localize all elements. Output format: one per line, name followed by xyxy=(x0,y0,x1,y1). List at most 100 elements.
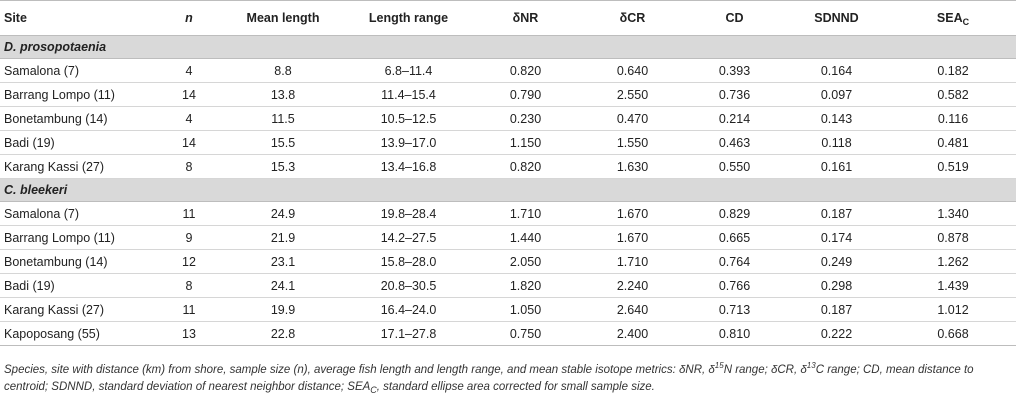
footnote-sup-13: 13 xyxy=(806,361,816,370)
cell-mean: 15.3 xyxy=(221,154,345,179)
cell-sdnnd: 0.143 xyxy=(783,106,890,131)
cell-dnr: 1.820 xyxy=(472,273,579,298)
cell-cd: 0.550 xyxy=(686,154,783,179)
cell-cd: 0.764 xyxy=(686,249,783,274)
cell-dnr: 0.820 xyxy=(472,58,579,83)
cell-sdnnd: 0.164 xyxy=(783,58,890,83)
cell-cd: 0.214 xyxy=(686,106,783,131)
cell-range: 10.5–12.5 xyxy=(345,106,472,131)
cell-dcr: 1.670 xyxy=(579,201,686,226)
header-sea-subscript: C xyxy=(962,17,970,27)
footnote-part-3: C range; CD, mean distance to centroid; … xyxy=(4,364,974,393)
table-row: Barrang Lompo (11) 9 21.9 14.2–27.5 1.440 1.6… xyxy=(0,225,1016,250)
species-group-row: D. prosopotaenia xyxy=(0,35,1016,59)
header-row: Site n Mean length Length range δNR δCR … xyxy=(0,0,1016,36)
cell-dnr: 1.440 xyxy=(472,225,579,250)
cell-dcr: 2.640 xyxy=(579,297,686,322)
cell-cd: 0.665 xyxy=(686,225,783,250)
footnote-sub-c: C xyxy=(370,385,377,395)
cell-n: 4 xyxy=(157,58,221,83)
cell-mean: 22.8 xyxy=(221,321,345,346)
cell-sea: 1.439 xyxy=(890,273,1016,298)
table-header: Site n Mean length Length range δNR δCR … xyxy=(0,0,1016,36)
cell-dnr: 2.050 xyxy=(472,249,579,274)
footnote-part-2: N range; δCR, δ xyxy=(723,364,807,376)
cell-cd: 0.713 xyxy=(686,297,783,322)
cell-cd: 0.393 xyxy=(686,58,783,83)
cell-range: 17.1–27.8 xyxy=(345,321,472,346)
species-name: C. bleekeri xyxy=(0,178,1016,202)
table-row: Badi (19) 14 15.5 13.9–17.0 1.150 1.550 0.463 0… xyxy=(0,130,1016,155)
header-sdnnd: SDNND xyxy=(783,0,890,36)
cell-site: Karang Kassi (27) xyxy=(0,297,157,322)
header-length-range: Length range xyxy=(345,0,472,36)
cell-cd: 0.736 xyxy=(686,82,783,107)
cell-sdnnd: 0.187 xyxy=(783,201,890,226)
cell-site: Badi (19) xyxy=(0,130,157,155)
header-cd: CD xyxy=(686,0,783,36)
cell-sea: 1.012 xyxy=(890,297,1016,322)
cell-sdnnd: 0.097 xyxy=(783,82,890,107)
cell-range: 13.4–16.8 xyxy=(345,154,472,179)
cell-range: 14.2–27.5 xyxy=(345,225,472,250)
cell-dcr: 1.710 xyxy=(579,249,686,274)
header-dnr: δNR xyxy=(472,0,579,36)
header-site: Site xyxy=(0,0,157,36)
cell-site: Samalona (7) xyxy=(0,58,157,83)
cell-cd: 0.829 xyxy=(686,201,783,226)
cell-dcr: 2.240 xyxy=(579,273,686,298)
cell-sea: 0.878 xyxy=(890,225,1016,250)
cell-dnr: 0.750 xyxy=(472,321,579,346)
cell-sdnnd: 0.118 xyxy=(783,130,890,155)
cell-dnr: 1.710 xyxy=(472,201,579,226)
cell-sea: 1.340 xyxy=(890,201,1016,226)
table-row: Karang Kassi (27) 8 15.3 13.4–16.8 0.820 1.63… xyxy=(0,154,1016,179)
cell-site: Samalona (7) xyxy=(0,201,157,226)
cell-mean: 11.5 xyxy=(221,106,345,131)
table-row: Samalona (7) 4 8.8 6.8–11.4 0.820 0.640 0.393 0… xyxy=(0,58,1016,83)
table-body: D. prosopotaenia Samalona (7) 4 8.8 6.8–11.4… xyxy=(0,35,1016,346)
table-row: Kapoposang (55) 13 22.8 17.1–27.8 0.750 2.400… xyxy=(0,321,1016,346)
cell-site: Bonetambung (14) xyxy=(0,249,157,274)
cell-site: Badi (19) xyxy=(0,273,157,298)
table-row: Karang Kassi (27) 11 19.9 16.4–24.0 1.050 2.6… xyxy=(0,297,1016,322)
table-footnote: Species, site with distance (km) from sh… xyxy=(4,362,1004,396)
header-n: n xyxy=(157,0,221,36)
cell-sdnnd: 0.161 xyxy=(783,154,890,179)
cell-n: 4 xyxy=(157,106,221,131)
cell-mean: 24.9 xyxy=(221,201,345,226)
table-row: Badi (19) 8 24.1 20.8–30.5 1.820 2.240 0.766 0.… xyxy=(0,273,1016,298)
cell-mean: 15.5 xyxy=(221,130,345,155)
cell-sdnnd: 0.222 xyxy=(783,321,890,346)
cell-site: Karang Kassi (27) xyxy=(0,154,157,179)
cell-range: 19.8–28.4 xyxy=(345,201,472,226)
header-sea: SEAC xyxy=(890,0,1016,36)
cell-dcr: 1.630 xyxy=(579,154,686,179)
cell-range: 16.4–24.0 xyxy=(345,297,472,322)
cell-mean: 24.1 xyxy=(221,273,345,298)
table-row: Bonetambung (14) 12 23.1 15.8–28.0 2.050 1.71… xyxy=(0,249,1016,274)
cell-site: Kapoposang (55) xyxy=(0,321,157,346)
table-row: Bonetambung (14) 4 11.5 10.5–12.5 0.230 0.470… xyxy=(0,106,1016,131)
cell-sea: 0.116 xyxy=(890,106,1016,131)
table-row: Samalona (7) 11 24.9 19.8–28.4 1.710 1.670 0.8… xyxy=(0,201,1016,226)
cell-site: Bonetambung (14) xyxy=(0,106,157,131)
species-group-row: C. bleekeri xyxy=(0,178,1016,202)
cell-dcr: 1.550 xyxy=(579,130,686,155)
cell-dnr: 1.050 xyxy=(472,297,579,322)
cell-sea: 0.182 xyxy=(890,58,1016,83)
cell-dnr: 0.820 xyxy=(472,154,579,179)
footnote-sup-15: 15 xyxy=(714,361,724,370)
cell-mean: 8.8 xyxy=(221,58,345,83)
cell-cd: 0.810 xyxy=(686,321,783,346)
cell-range: 15.8–28.0 xyxy=(345,249,472,274)
cell-mean: 23.1 xyxy=(221,249,345,274)
cell-n: 12 xyxy=(157,249,221,274)
cell-dcr: 0.470 xyxy=(579,106,686,131)
header-mean-length: Mean length xyxy=(221,0,345,36)
cell-sea: 0.481 xyxy=(890,130,1016,155)
cell-mean: 19.9 xyxy=(221,297,345,322)
isotope-metrics-table: Site n Mean length Length range δNR δCR … xyxy=(0,0,1016,346)
cell-n: 13 xyxy=(157,321,221,346)
